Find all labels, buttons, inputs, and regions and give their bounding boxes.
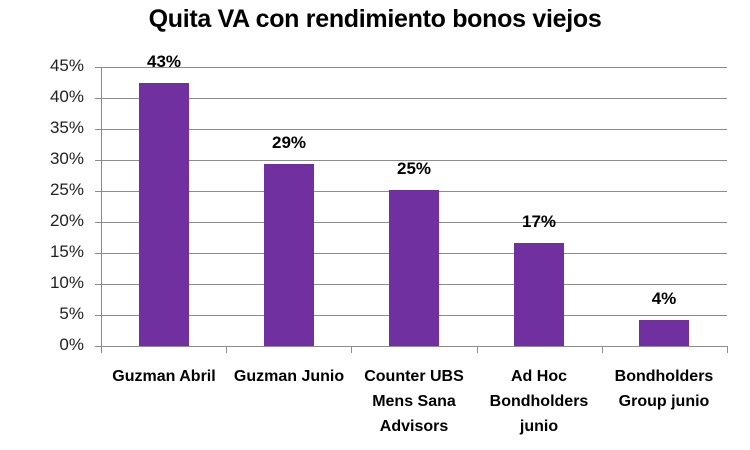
gridline bbox=[95, 346, 727, 347]
chart-title: Quita VA con rendimiento bonos viejos bbox=[148, 5, 602, 33]
bar bbox=[139, 83, 189, 346]
y-tick-label: 15% bbox=[49, 242, 84, 261]
bar-value-label: 29% bbox=[271, 133, 307, 152]
x-category-label: Counter UBS Mens Sana Advisors bbox=[364, 368, 464, 435]
x-category-label: Guzman Junio bbox=[233, 368, 345, 385]
x-category-label: Guzman Abril bbox=[112, 368, 216, 385]
x-category-label: Ad Hoc Bondholders junio bbox=[489, 368, 589, 435]
y-axis-line bbox=[101, 67, 102, 353]
bar bbox=[639, 320, 689, 346]
y-tick-label: 0% bbox=[59, 335, 84, 354]
gridline bbox=[95, 67, 727, 68]
y-tick-label: 35% bbox=[49, 118, 84, 137]
x-tick bbox=[226, 346, 227, 353]
bar-value-label: 17% bbox=[521, 212, 557, 231]
y-tick-label: 10% bbox=[49, 273, 84, 292]
gridline bbox=[95, 129, 727, 130]
x-tick bbox=[727, 346, 728, 353]
y-tick-label: 30% bbox=[49, 149, 84, 168]
x-tick bbox=[477, 346, 478, 353]
bar bbox=[389, 190, 439, 346]
bar-value-label: 43% bbox=[146, 52, 182, 71]
y-tick-label: 25% bbox=[49, 180, 84, 199]
gridline bbox=[95, 160, 727, 161]
y-tick-label: 20% bbox=[49, 211, 84, 230]
bar bbox=[514, 243, 564, 346]
y-tick-label: 45% bbox=[49, 56, 84, 75]
x-category-label: Bondholders Group junio bbox=[614, 368, 714, 410]
bar-value-label: 25% bbox=[396, 159, 432, 178]
bar-value-label: 4% bbox=[651, 289, 677, 308]
x-tick bbox=[602, 346, 603, 353]
y-tick-label: 40% bbox=[49, 87, 84, 106]
x-tick bbox=[351, 346, 352, 353]
x-tick bbox=[101, 346, 102, 353]
y-tick-label: 5% bbox=[59, 304, 84, 323]
gridline bbox=[95, 98, 727, 99]
bar bbox=[264, 164, 314, 346]
